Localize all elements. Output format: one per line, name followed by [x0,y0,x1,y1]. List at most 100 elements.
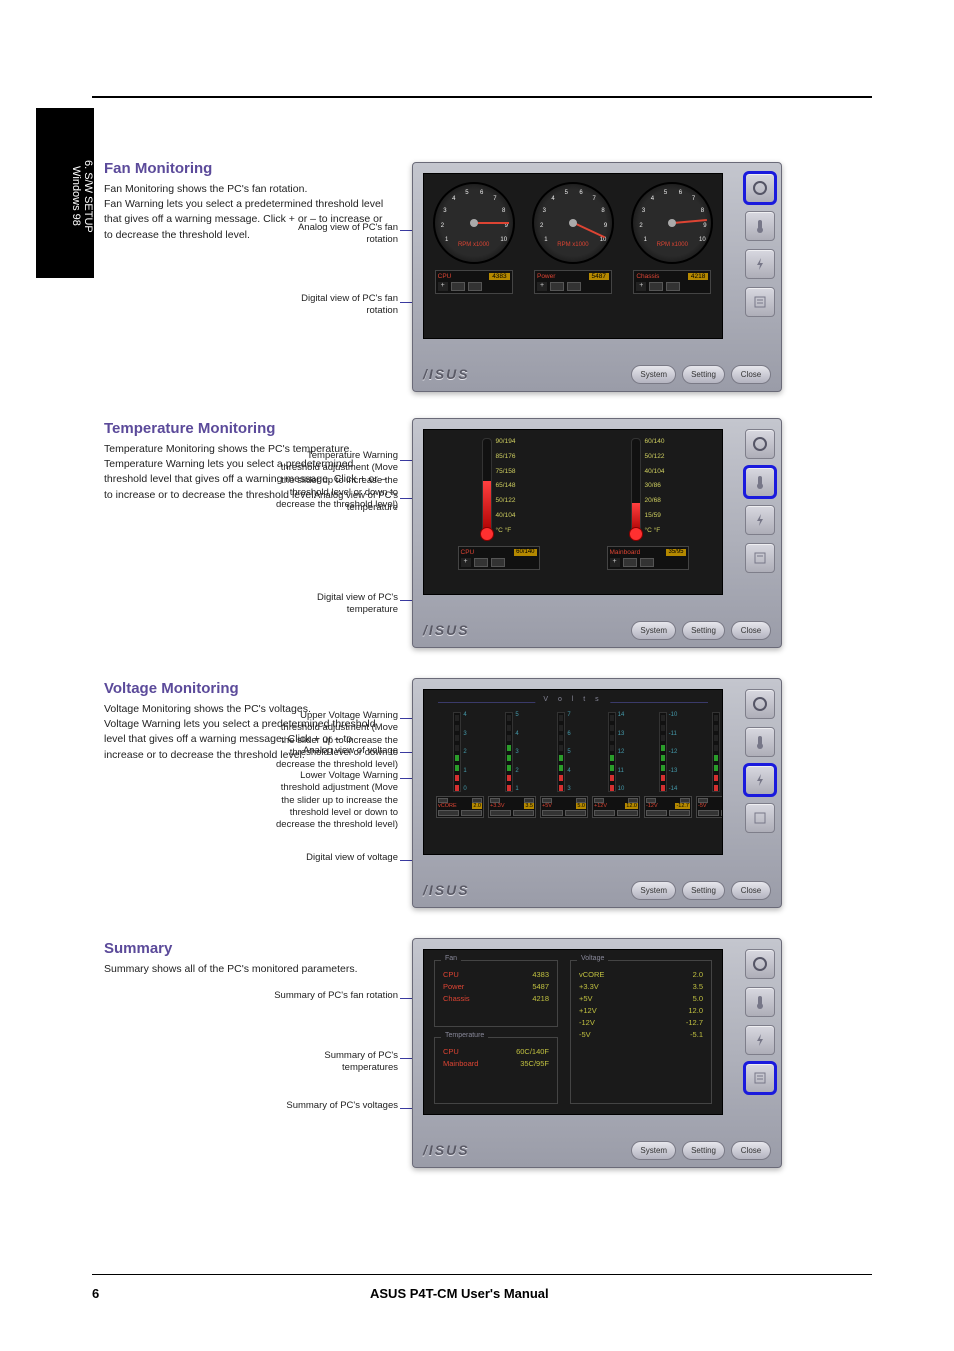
slider[interactable] [640,558,654,567]
voltage-icon[interactable] [745,1025,775,1055]
page-number: 6 [92,1286,99,1301]
voltage-icon[interactable] [745,505,775,535]
system-button[interactable]: System [631,1141,676,1160]
gauge-label: Power5487+ [534,270,612,294]
volt-bar-col: -10-11-12-13-14-12V-12.7 [644,712,692,818]
volt-callout-current: Analog view of voltage [268,745,398,757]
slider[interactable] [550,282,564,291]
slider[interactable] [468,282,482,291]
summary-icon[interactable] [745,543,775,573]
dec-button[interactable]: + [438,282,448,291]
slider[interactable] [594,810,615,816]
thermometer-icon[interactable] [745,211,775,241]
summary-icon[interactable] [745,803,775,833]
setting-button[interactable]: Setting [682,621,725,640]
voltage-icon[interactable] [745,765,775,795]
temp-callout-current: Analog view of PC's temperature [268,490,398,515]
slider[interactable] [490,810,511,816]
slider[interactable] [461,810,482,816]
slider[interactable] [617,810,638,816]
slider[interactable] [513,810,534,816]
close-button[interactable]: Close [731,881,771,900]
side-tab-sub: Windows 98 [70,166,82,226]
slider[interactable] [649,282,663,291]
dec-button[interactable]: + [636,282,646,291]
summary-callout-temp: Summary of PC's temperatures [268,1050,398,1075]
summary-icon[interactable] [745,287,775,317]
slider[interactable] [438,810,459,816]
fan-panel: 12345678910RPM x1000CPU4383+12345678910R… [412,162,782,392]
footer-rule [92,1274,872,1275]
summary-val: 35C/95F [520,1059,549,1068]
volt-bar[interactable] [659,712,667,792]
thermometer-icon[interactable] [745,467,775,497]
thermo-value: 35/95 [666,549,685,556]
gauge-label: Chassis4218+ [633,270,711,294]
slider[interactable] [623,558,637,567]
summary-row: -12V-12.7 [579,1018,703,1027]
gauge: 12345678910RPM x1000 [532,182,614,264]
fan-icon[interactable] [745,689,775,719]
thermometer-icon[interactable] [745,727,775,757]
summary-panel-inner: Fan CPU4383Power5487Chassis4218 Temperat… [423,949,723,1115]
thermometer-icon[interactable] [745,987,775,1017]
bottom-bar: /ISUS System Setting Close [413,873,781,907]
slider[interactable] [491,558,505,567]
dec-button[interactable]: + [461,558,471,567]
summary-panel: Fan CPU4383Power5487Chassis4218 Temperat… [412,938,782,1168]
voltage-icon[interactable] [745,249,775,279]
volt-bar[interactable] [453,712,461,792]
summary-key: +3.3V [579,982,599,991]
summary-val: 5.0 [693,994,703,1003]
system-button[interactable]: System [631,365,676,384]
volt-bar[interactable] [608,712,616,792]
thermo-label: CPU60/140+ [458,546,540,570]
close-button[interactable]: Close [731,621,771,640]
thermometer[interactable] [631,438,641,534]
volt-bar-col: -3-4-5-6-7-5V-5.1 [696,712,723,818]
close-button[interactable]: Close [731,1141,771,1160]
summary-title: Summary [104,940,172,957]
slider[interactable] [451,282,465,291]
slider[interactable] [646,810,667,816]
thermometer[interactable] [482,438,492,534]
summary-temp-group: Temperature CPU60C/140FMainboard35C/95F [434,1037,558,1104]
slider[interactable] [567,282,581,291]
volt-legend: Voltage [577,955,608,962]
dec-button[interactable]: + [537,282,547,291]
summary-val: 4218 [532,994,549,1003]
slider[interactable] [565,810,586,816]
volt-name: -5V [698,803,707,809]
volt-panel: V o l t s 43210vCORE2.054321+3.3V3.57654… [412,678,782,908]
dec-button[interactable]: + [610,558,620,567]
summary-key: +12V [579,1006,597,1015]
gauge-col: 12345678910RPM x1000CPU4383+ [433,182,515,294]
setting-button[interactable]: Setting [682,881,725,900]
slider[interactable] [474,558,488,567]
volt-bar[interactable] [505,712,513,792]
volt-panel-inner: V o l t s 43210vCORE2.054321+3.3V3.57654… [423,689,723,855]
volt-bar[interactable] [712,712,720,792]
summary-desc: Summary shows all of the PC's monitored … [104,962,394,977]
volt-value: -12.7 [675,803,690,809]
setting-button[interactable]: Setting [682,365,725,384]
summary-val: 5487 [532,982,549,991]
slider[interactable] [666,282,680,291]
volt-bar[interactable] [557,712,565,792]
setting-button[interactable]: Setting [682,1141,725,1160]
slider[interactable] [669,810,690,816]
side-icons [745,173,775,317]
system-button[interactable]: System [631,621,676,640]
slider[interactable] [698,810,719,816]
summary-icon[interactable] [745,1063,775,1093]
slider[interactable] [542,810,563,816]
slider[interactable] [721,810,723,816]
fan-icon[interactable] [745,429,775,459]
fan-icon[interactable] [745,173,775,203]
volt-label: +12V12.0 [592,796,640,818]
summary-callout-volt: Summary of PC's voltages [268,1100,398,1112]
system-button[interactable]: System [631,881,676,900]
fan-icon[interactable] [745,949,775,979]
volt-scale: -3-4-5-6-7 [722,712,723,792]
close-button[interactable]: Close [731,365,771,384]
